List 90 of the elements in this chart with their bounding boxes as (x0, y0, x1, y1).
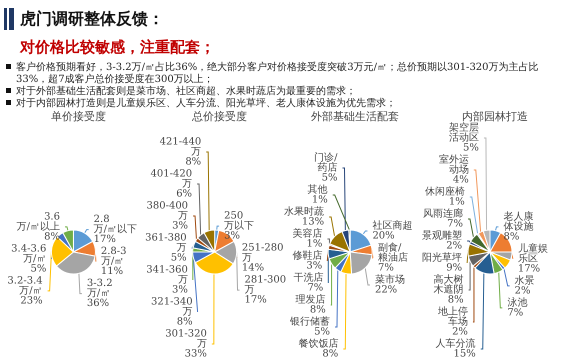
slice-label: 理发店 (296, 294, 326, 306)
text: 对价格比较敏感，注重配套； (20, 38, 215, 57)
data-label: 20% (372, 230, 395, 242)
data-label: 1% (312, 194, 328, 206)
chart-title: 单价接受度 (50, 110, 106, 123)
data-label: 7% (307, 282, 324, 294)
data-label: 5% (322, 172, 338, 184)
slice-label: 地上停车场 (436, 306, 468, 328)
slice-label: 泳池 (507, 296, 528, 308)
slice-label: 其他 (308, 184, 328, 196)
slice-label: 250万以下 (224, 210, 254, 232)
data-label: 15% (454, 348, 476, 360)
slice-label: 2.8-3万/㎡ (100, 246, 127, 268)
data-label: 22% (374, 284, 398, 296)
slice-label: 380-400万 (146, 200, 188, 222)
data-label: 3% (172, 220, 188, 232)
data-label: 5% (170, 252, 187, 264)
text: 虎门调研整体反馈： (20, 9, 164, 30)
chart-title: 外部基础生活配套 (311, 110, 400, 123)
slice-label: 架空层活动区 (448, 122, 479, 144)
data-label: 17% (244, 294, 267, 306)
data-label: 11% (100, 266, 124, 278)
data-label: 2% (452, 326, 468, 338)
slice-label: 餐饮饭店 (298, 338, 338, 350)
data-label: 9% (446, 262, 462, 274)
slice-label: 儿童娱乐区 (518, 242, 548, 264)
slice-label: 301-320万 (165, 328, 207, 350)
data-label: 8% (44, 231, 60, 242)
data-label: 33% (184, 348, 207, 360)
slice-label: 副食/粮油店 (378, 241, 408, 264)
data-label: 1% (306, 238, 322, 250)
slice-label: 休闲座椅 (424, 186, 465, 198)
data-label: 4% (452, 174, 469, 186)
slice-label: 阳光草坪 (422, 252, 462, 264)
data-label: 17% (518, 263, 540, 274)
text: 对于内部园林打造则是儿童娱乐区、人车分流、阳光草坪、老人康体设施为优先需求； (15, 98, 397, 110)
chart-title: 总价接受度 (191, 110, 248, 123)
data-label: 14% (242, 262, 264, 274)
data-label: 8% (503, 231, 520, 242)
slice-label: 老人康体设施 (503, 210, 534, 232)
slice-label: 401-420万 (150, 168, 192, 190)
slice-label: 景观雕塑 (422, 230, 462, 242)
slice-label: 3.4-3.6万/㎡ (11, 243, 46, 264)
slice-label: 美容店 (292, 228, 322, 240)
slice-label: 321-340万 (151, 296, 193, 318)
slice-label: 251-280万 (242, 242, 284, 264)
data-label: 7% (507, 307, 524, 318)
slice-label: 361-380万 (145, 232, 187, 254)
slice-label: 风雨连廊 (422, 208, 463, 220)
slice-label: 社区商超 (372, 219, 412, 232)
slice-label: 室外运动场 (438, 154, 469, 176)
slice-label: 门诊/药店 (314, 152, 338, 174)
slice-label: 3-3.2万/㎡ (86, 278, 113, 300)
chart-title: 内部园林打造 (462, 110, 528, 123)
data-label: 8% (448, 294, 464, 306)
data-label: 8% (310, 304, 326, 316)
data-label: 8% (176, 316, 193, 328)
slice-label: 3.6万/㎡以上 (16, 211, 60, 232)
slice-label: 修鞋店 (292, 250, 322, 262)
data-label: 7% (447, 218, 463, 230)
data-label: 3% (306, 260, 322, 272)
text: 对于外部基础生活配套则是菜市场、社区商超、水果时蔬店为最重要的需求； (15, 86, 357, 98)
slice-label: 341-360万 (146, 264, 188, 286)
data-label: 23% (20, 295, 43, 306)
slice-label: 3.2-3.4万/㎡ (7, 275, 43, 296)
data-label: 8% (185, 156, 202, 168)
slice-label: 水果时蔬 (284, 206, 324, 218)
data-label: 8% (322, 348, 338, 360)
data-label: 2% (514, 285, 531, 296)
data-label: 5% (314, 326, 330, 338)
text: 客户价格预期看好，3-3.2万/㎡占比36%，绝大部分客户对价格接受度突破3万元/㎡；总价预期以301-320万为主占比33%，超7成客户总价接受度在300万以上； (15, 62, 540, 86)
slice-label: 水景 (514, 274, 535, 286)
data-label: 5% (30, 263, 46, 274)
data-label: 7% (378, 262, 394, 274)
data-label: 17% (94, 234, 116, 246)
data-label: 1% (448, 196, 465, 208)
slice-label: 281-300万 (244, 274, 286, 296)
slice-label: 高大树木遮阴 (434, 274, 464, 296)
slice-label: 银行储蓄 (288, 316, 330, 328)
data-label: 2% (446, 240, 462, 252)
slice-label: 421-440万 (160, 136, 202, 158)
data-label: 3% (172, 284, 188, 296)
slice-label: 人车分流 (436, 338, 476, 350)
data-label: 5% (463, 142, 479, 154)
data-label: 36% (86, 298, 110, 310)
data-label: 13% (302, 216, 324, 228)
data-label: 6% (176, 188, 192, 200)
slice-label: 菜市场 (374, 273, 405, 286)
slice-label: 2.8万/㎡以下 (94, 214, 138, 236)
slice-label: 干洗店 (293, 272, 324, 284)
